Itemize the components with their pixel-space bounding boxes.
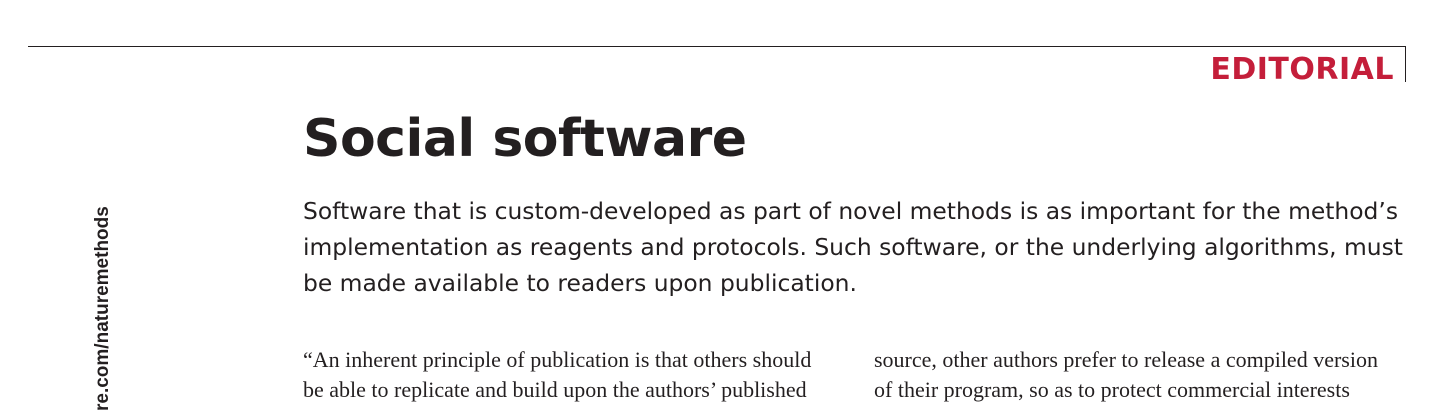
body-line: “An inherent principle of publication is… (303, 347, 812, 372)
header-right-rule (1405, 46, 1406, 82)
body-column-left: “An inherent principle of publication is… (303, 345, 811, 405)
section-label: EDITORIAL (1210, 52, 1394, 87)
header-rule (28, 46, 1406, 47)
body-line: be able to replicate and build upon the … (303, 377, 807, 402)
body-column-right: source, other authors prefer to release … (874, 345, 1378, 405)
body-line: source, other authors prefer to release … (874, 347, 1378, 372)
sidebar-url: re.com/naturemethods (92, 206, 113, 411)
article-title: Social software (303, 109, 747, 169)
body-line: of their program, so as to protect comme… (874, 377, 1350, 402)
article-standfirst: Software that is custom-developed as par… (303, 197, 1403, 297)
